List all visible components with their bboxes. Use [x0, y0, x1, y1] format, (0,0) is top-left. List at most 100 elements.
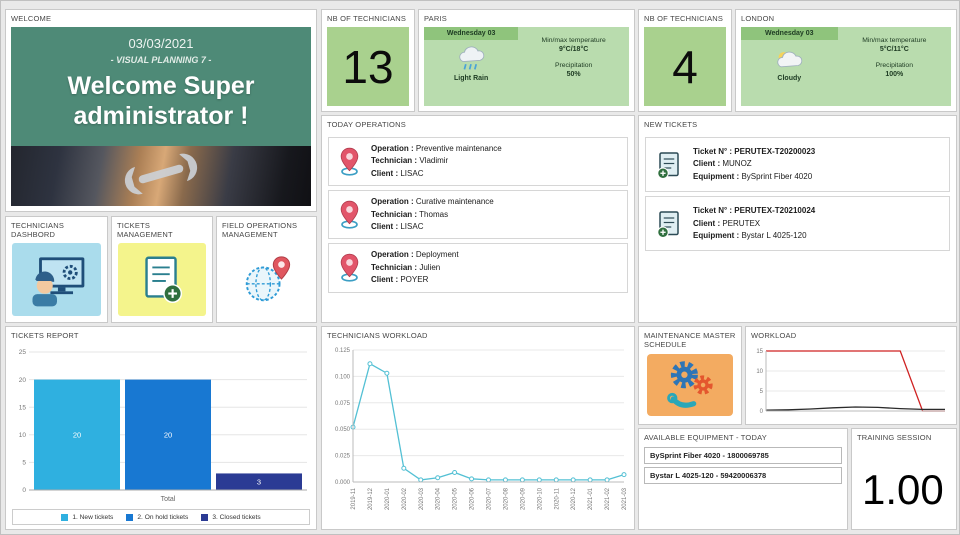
svg-text:10: 10 — [19, 432, 27, 439]
panel-title: TICKETS REPORT — [11, 331, 79, 340]
welcome-subtitle: - VISUAL PLANNING 7 - — [110, 55, 212, 65]
legend-swatch-onhold — [126, 513, 134, 521]
precipitation-value: 100% — [885, 71, 904, 78]
svg-text:2020-06: 2020-06 — [470, 487, 476, 510]
svg-text:25: 25 — [19, 349, 27, 356]
training-session-value: 1.00 — [862, 466, 944, 513]
welcome-banner: 03/03/2021 - VISUAL PLANNING 7 - Welcome… — [11, 27, 311, 206]
panel-training-session: TRAINING SESSION 1.00 — [851, 428, 957, 530]
operation-item[interactable]: Operation : Curative maintenance Technic… — [328, 190, 628, 240]
field-operations-tile[interactable] — [223, 243, 310, 316]
svg-text:3: 3 — [257, 477, 261, 486]
panel-title: TECHNICIANS WORKLOAD — [327, 331, 428, 340]
weather-day: Wednesday 03 — [741, 27, 838, 40]
svg-text:5: 5 — [760, 389, 764, 395]
svg-text:20: 20 — [164, 430, 172, 439]
svg-text:2020-12: 2020-12 — [571, 487, 577, 510]
svg-text:0: 0 — [22, 487, 26, 494]
maintenance-master-schedule-tile[interactable] — [647, 354, 733, 416]
weather-card-london: Wednesday 03 Cloudy Min/max temperature … — [741, 27, 951, 106]
svg-text:2020-03: 2020-03 — [419, 487, 425, 510]
legend-item: 2. On hold tickets — [126, 513, 188, 521]
minmax-label: Min/max temperature — [541, 37, 606, 44]
technicians-count-paris: 13 — [327, 27, 409, 106]
globe-pin-icon — [245, 255, 290, 301]
svg-text:20: 20 — [73, 430, 81, 439]
tickets-management-tile[interactable] — [118, 243, 206, 316]
svg-text:2021-01: 2021-01 — [588, 487, 594, 510]
legend-item: 3. Closed tickets — [201, 513, 261, 521]
weather-day: Wednesday 03 — [424, 27, 519, 40]
panel-title: PARIS — [424, 14, 447, 23]
ticket-icon — [657, 211, 679, 238]
ticket-icon — [657, 151, 679, 179]
ticket-item[interactable]: Ticket N° : PERUTEX-T20200023 Client : M… — [645, 137, 950, 193]
svg-text:0.100: 0.100 — [335, 374, 351, 380]
map-pin-icon — [340, 254, 359, 283]
panel-title: NEW TICKETS — [644, 120, 698, 129]
svg-text:2020-07: 2020-07 — [487, 487, 493, 510]
technicians-dashboard-tile[interactable] — [12, 243, 101, 316]
welcome-message: Welcome Super administrator ! — [67, 72, 255, 130]
panel-title: TECHNICIANS DASHBORD — [11, 221, 65, 240]
panel-weather-london: LONDON Wednesday 03 Cloudy Min/max tempe… — [735, 9, 957, 112]
svg-text:2020-10: 2020-10 — [537, 487, 543, 510]
svg-text:2020-04: 2020-04 — [436, 487, 442, 510]
svg-text:2019-11: 2019-11 — [351, 487, 357, 509]
gears-wrench-icon — [667, 361, 713, 408]
precipitation-value: 50% — [566, 71, 581, 78]
svg-text:2020-02: 2020-02 — [402, 487, 408, 510]
svg-text:0.025: 0.025 — [335, 454, 351, 460]
map-pin-icon — [340, 147, 359, 176]
svg-text:0.050: 0.050 — [335, 427, 351, 433]
panel-title: LONDON — [741, 14, 775, 23]
svg-text:2020-09: 2020-09 — [520, 487, 526, 510]
ticket-document-icon — [145, 256, 183, 303]
panel-title: TODAY OPERATIONS — [327, 120, 406, 129]
ticket-item[interactable]: Ticket N° : PERUTEX-T20210024 Client : P… — [645, 196, 950, 252]
svg-text:2020-01: 2020-01 — [385, 487, 391, 510]
panel-technicians-workload: TECHNICIANS WORKLOAD 0.000 0.025 0.050 0.07… — [321, 326, 635, 530]
technicians-workload-chart: 0.000 0.025 0.050 0.075 0.100 0.125 2019-11 201… — [325, 344, 633, 526]
equipment-item[interactable]: Bystar L 4025-120 - 59420006378 — [644, 467, 842, 485]
panel-available-equipment: AVAILABLE EQUIPMENT - TODAY BySprint Fib… — [638, 428, 848, 530]
tickets-report-legend: 1. New tickets 2. On hold tickets 3. Clo… — [12, 509, 310, 525]
panel-tickets-management: TICKETS MANAGEMENT — [111, 216, 213, 323]
svg-text:0.000: 0.000 — [335, 480, 351, 486]
panel-title: WELCOME — [11, 14, 52, 23]
panel-maintenance-master-schedule: MAINTENANCE MASTER SCHEDULE — [638, 326, 742, 425]
rain-cloud-icon — [459, 46, 485, 70]
welcome-photo — [11, 146, 311, 206]
svg-text:2021-02: 2021-02 — [605, 487, 611, 510]
legend-swatch-closed — [201, 513, 209, 521]
svg-text:2020-05: 2020-05 — [453, 487, 459, 510]
equipment-item[interactable]: BySprint Fiber 4020 - 1800069785 — [644, 447, 842, 465]
svg-text:5: 5 — [22, 460, 26, 467]
svg-text:0.125: 0.125 — [335, 348, 351, 354]
panel-today-operations: TODAY OPERATIONS Operation : Preventive … — [321, 115, 635, 323]
wrench-icon — [117, 153, 205, 200]
panel-new-tickets: NEW TICKETS Ticket N° : PERUTEX-T2020002… — [638, 115, 957, 323]
svg-text:0.075: 0.075 — [335, 401, 351, 407]
weather-condition: Cloudy — [777, 75, 802, 82]
operation-item[interactable]: Operation : Deployment Technician : Juli… — [328, 243, 628, 293]
precipitation-label: Precipitation — [875, 62, 913, 69]
weather-condition: Light Rain — [454, 75, 489, 82]
cloudy-icon — [777, 51, 803, 68]
panel-workload: WORKLOAD 0 5 10 15 — [745, 326, 957, 425]
technicians-count-london: 4 — [644, 27, 726, 106]
technician-monitor-icon — [31, 256, 84, 306]
legend-item: 1. New tickets — [61, 513, 113, 521]
minmax-value: 5°C/11°C — [879, 46, 909, 53]
svg-text:20: 20 — [19, 377, 27, 384]
tickets-report-chart: 0 5 10 15 20 25 20 20 3 Total — [9, 344, 313, 504]
operation-item[interactable]: Operation : Preventive maintenance Techn… — [328, 137, 628, 187]
map-pin-icon — [340, 200, 359, 229]
svg-text:15: 15 — [19, 404, 27, 411]
legend-swatch-new — [61, 513, 69, 521]
svg-text:2020-08: 2020-08 — [503, 487, 509, 510]
workload-chart: 0 5 10 15 — [750, 345, 954, 419]
panel-title: NB OF TECHNICIANS — [327, 14, 407, 23]
svg-text:Total: Total — [161, 496, 176, 503]
